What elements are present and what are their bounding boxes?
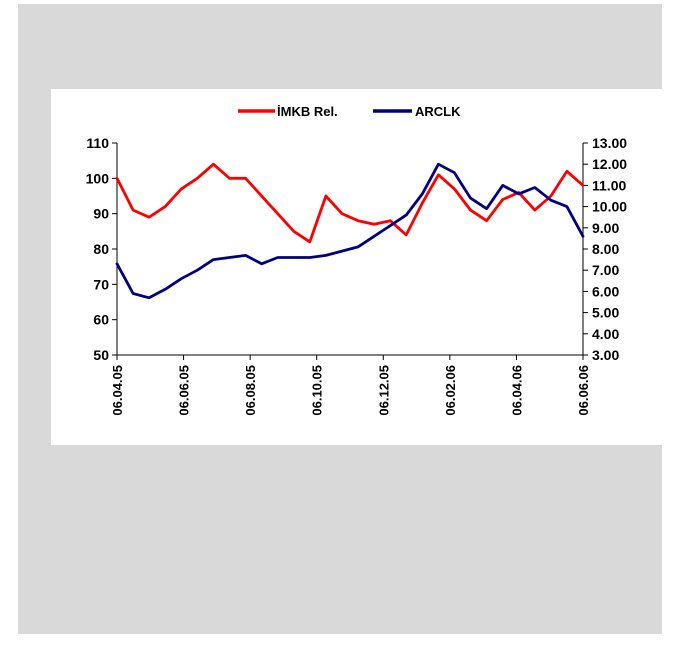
x-tick-label: 06.04.05 <box>110 365 125 416</box>
line-chart: İMKB Rel. ARCLK 50 60 70 80 90 100 110 3.00 4.00… <box>86 104 628 416</box>
left-tick-label: 60 <box>93 312 109 328</box>
x-tick-label: 06.06.06 <box>576 365 591 416</box>
right-tick-label: 12.00 <box>592 156 627 172</box>
figure-panel: İMKB Rel. ARCLK 50 60 70 80 90 100 110 3.00 4.00… <box>18 4 663 634</box>
legend-label-arclk: ARCLK <box>415 104 461 119</box>
left-tick-label: 90 <box>93 206 109 222</box>
x-tick-label: 06.08.05 <box>243 365 258 416</box>
left-tick-label: 100 <box>86 170 110 186</box>
right-tick-label: 6.00 <box>592 283 619 299</box>
right-tick-label: 8.00 <box>592 241 619 257</box>
right-tick-label: 11.00 <box>592 177 626 193</box>
legend: İMKB Rel. ARCLK <box>238 104 461 119</box>
x-tick-label: 06.02.06 <box>443 365 458 416</box>
x-tick-label: 06.10.05 <box>310 365 325 416</box>
legend-label-imkb: İMKB Rel. <box>277 104 338 119</box>
x-tick-label: 06.12.05 <box>376 365 391 416</box>
series-line-imkb <box>115 162 585 244</box>
right-tick-label: 13.00 <box>592 135 627 151</box>
right-tick-label: 7.00 <box>592 262 619 278</box>
series-line-arclk <box>115 162 585 300</box>
right-tick-label: 5.00 <box>592 305 619 321</box>
left-tick-label: 110 <box>86 135 109 151</box>
chart-area: İMKB Rel. ARCLK 50 60 70 80 90 100 110 3.00 4.00… <box>51 89 663 445</box>
axes: 50 60 70 80 90 100 110 3.00 4.00 5.00 6.00 7.00 8.00… <box>86 135 628 416</box>
left-tick-label: 80 <box>93 241 109 257</box>
left-tick-label: 50 <box>93 347 109 363</box>
series-layer <box>115 162 585 300</box>
left-tick-label: 70 <box>93 276 109 292</box>
right-tick-label: 10.00 <box>592 199 627 215</box>
right-tick-label: 3.00 <box>592 347 619 363</box>
x-tick-label: 06.06.05 <box>177 365 192 416</box>
right-tick-label: 9.00 <box>592 220 619 236</box>
x-tick-label: 06.04.06 <box>509 365 524 416</box>
right-tick-label: 4.00 <box>592 326 619 342</box>
